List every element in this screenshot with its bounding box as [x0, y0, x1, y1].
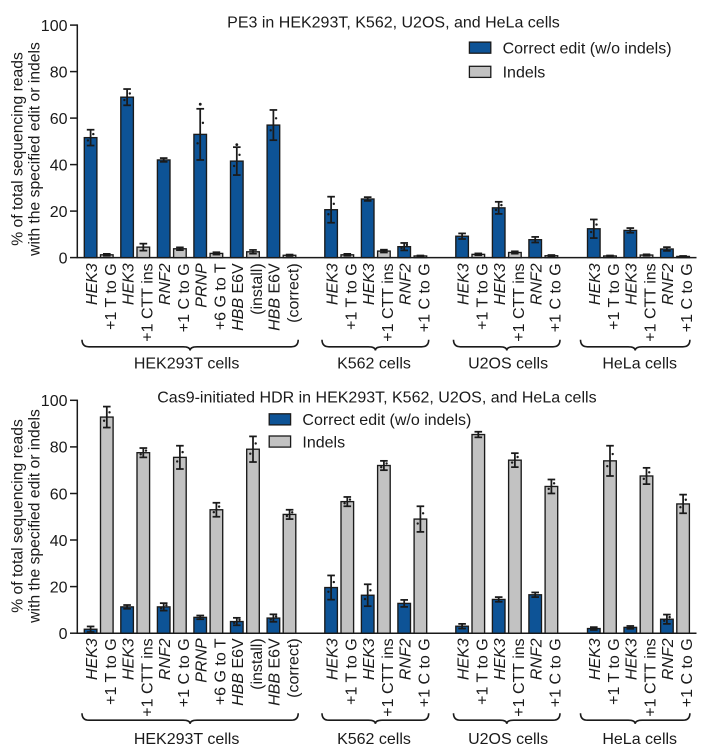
svg-text:80: 80	[50, 440, 68, 457]
svg-text:80: 80	[50, 64, 68, 81]
svg-text:(correct): (correct)	[286, 263, 303, 323]
svg-text:+1 T to G: +1 T to G	[606, 638, 623, 705]
svg-text:+1 CTT ins: +1 CTT ins	[139, 638, 156, 716]
svg-text:+1 T to G: +1 T to G	[103, 638, 120, 705]
svg-text:+1 T to G: +1 T to G	[103, 263, 120, 330]
svg-text:HEK3: HEK3	[492, 638, 509, 680]
svg-text:100: 100	[41, 18, 68, 35]
svg-text:RNF2: RNF2	[397, 638, 414, 680]
svg-text:+1 CTT ins: +1 CTT ins	[380, 638, 397, 716]
svg-text:HEK3: HEK3	[455, 263, 472, 305]
svg-text:+1 CTT ins: +1 CTT ins	[511, 638, 528, 716]
svg-text:+1 T to G: +1 T to G	[343, 638, 360, 705]
svg-text:Correct edit (w/o indels): Correct edit (w/o indels)	[503, 40, 672, 57]
svg-text:HEK293T cells: HEK293T cells	[134, 355, 240, 372]
svg-text:(install): (install)	[249, 638, 266, 690]
svg-text:Indels: Indels	[503, 65, 546, 82]
svg-text:Indels: Indels	[302, 434, 345, 451]
svg-text:HEK293T cells: HEK293T cells	[134, 731, 240, 748]
svg-text:HEK3: HEK3	[492, 263, 509, 305]
svg-text:HBB E6V: HBB E6V	[267, 638, 284, 706]
svg-text:+1 C to G: +1 C to G	[548, 263, 565, 332]
svg-text:with the specified edit or ind: with the specified edit or indels	[27, 409, 44, 624]
svg-text:60: 60	[50, 486, 68, 503]
svg-text:60: 60	[50, 111, 68, 128]
svg-text:0: 0	[59, 250, 68, 267]
svg-text:+1 C to G: +1 C to G	[417, 263, 434, 332]
svg-text:+1 T to G: +1 T to G	[343, 263, 360, 330]
svg-text:PE3 in HEK293T, K562, U2OS, an: PE3 in HEK293T, K562, U2OS, and HeLa cel…	[227, 15, 560, 32]
svg-text:+1 CTT ins: +1 CTT ins	[139, 263, 156, 341]
svg-text:HeLa cells: HeLa cells	[602, 355, 677, 372]
svg-text:HEK3: HEK3	[324, 638, 341, 680]
svg-text:+6 G to T: +6 G to T	[213, 263, 230, 330]
svg-text:+1 C to G: +1 C to G	[548, 638, 565, 707]
svg-text:with the specified edit or ind: with the specified edit or indels	[27, 42, 44, 257]
svg-text:U2OS cells: U2OS cells	[468, 355, 548, 372]
svg-text:+1 CTT ins: +1 CTT ins	[643, 263, 660, 341]
svg-text:HEK3: HEK3	[624, 638, 641, 680]
svg-text:HEK3: HEK3	[84, 638, 101, 680]
svg-text:+1 C to G: +1 C to G	[679, 638, 696, 707]
svg-text:HEK3: HEK3	[120, 638, 137, 680]
svg-text:+1 CTT ins: +1 CTT ins	[380, 263, 397, 341]
svg-text:+1 C to G: +1 C to G	[176, 638, 193, 707]
svg-text:0: 0	[59, 626, 68, 643]
svg-text:HEK3: HEK3	[361, 263, 378, 305]
svg-text:RNF2: RNF2	[397, 263, 414, 305]
svg-text:20: 20	[50, 579, 68, 596]
svg-text:HEK3: HEK3	[361, 638, 378, 680]
svg-text:RNF2: RNF2	[528, 638, 545, 680]
svg-text:PRNP: PRNP	[193, 263, 210, 308]
svg-text:+1 CTT ins: +1 CTT ins	[643, 638, 660, 716]
svg-text:HBB E6V: HBB E6V	[267, 263, 284, 331]
svg-text:Correct edit (w/o indels): Correct edit (w/o indels)	[302, 412, 471, 429]
svg-text:+1 C to G: +1 C to G	[417, 638, 434, 707]
svg-text:(correct): (correct)	[286, 638, 303, 698]
svg-text:% of total sequencing reads: % of total sequencing reads	[9, 52, 26, 246]
svg-text:Cas9-initiated HDR in HEK293T,: Cas9-initiated HDR in HEK293T, K562, U2O…	[157, 389, 596, 406]
svg-text:HBB E6V: HBB E6V	[230, 638, 247, 706]
svg-text:U2OS cells: U2OS cells	[468, 731, 548, 748]
svg-text:RNF2: RNF2	[157, 638, 174, 680]
svg-text:HEK3: HEK3	[624, 263, 641, 305]
svg-text:40: 40	[50, 533, 68, 550]
svg-text:+1 T to G: +1 T to G	[606, 263, 623, 330]
svg-text:+6 G to T: +6 G to T	[213, 638, 230, 705]
svg-text:RNF2: RNF2	[660, 638, 677, 680]
svg-text:+1 CTT ins: +1 CTT ins	[511, 263, 528, 341]
svg-text:RNF2: RNF2	[660, 263, 677, 305]
svg-text:100: 100	[41, 393, 68, 410]
svg-text:+1 C to G: +1 C to G	[176, 263, 193, 332]
svg-text:HEK3: HEK3	[587, 638, 604, 680]
svg-text:PRNP: PRNP	[193, 638, 210, 683]
svg-text:HBB E6V: HBB E6V	[230, 263, 247, 331]
svg-text:+1 C to G: +1 C to G	[679, 263, 696, 332]
svg-text:40: 40	[50, 157, 68, 174]
svg-text:+1 T to G: +1 T to G	[474, 638, 491, 705]
svg-text:K562 cells: K562 cells	[337, 731, 411, 748]
svg-text:HEK3: HEK3	[324, 263, 341, 305]
svg-text:K562 cells: K562 cells	[337, 355, 411, 372]
svg-text:HEK3: HEK3	[84, 263, 101, 305]
svg-text:RNF2: RNF2	[157, 263, 174, 305]
svg-text:(install): (install)	[249, 263, 266, 315]
svg-text:HEK3: HEK3	[455, 638, 472, 680]
svg-text:+1 T to G: +1 T to G	[474, 263, 491, 330]
svg-text:HEK3: HEK3	[120, 263, 137, 305]
svg-text:RNF2: RNF2	[528, 263, 545, 305]
svg-text:HeLa cells: HeLa cells	[602, 731, 677, 748]
svg-text:% of total sequencing reads: % of total sequencing reads	[9, 419, 26, 613]
svg-text:HEK3: HEK3	[587, 263, 604, 305]
svg-text:20: 20	[50, 204, 68, 221]
